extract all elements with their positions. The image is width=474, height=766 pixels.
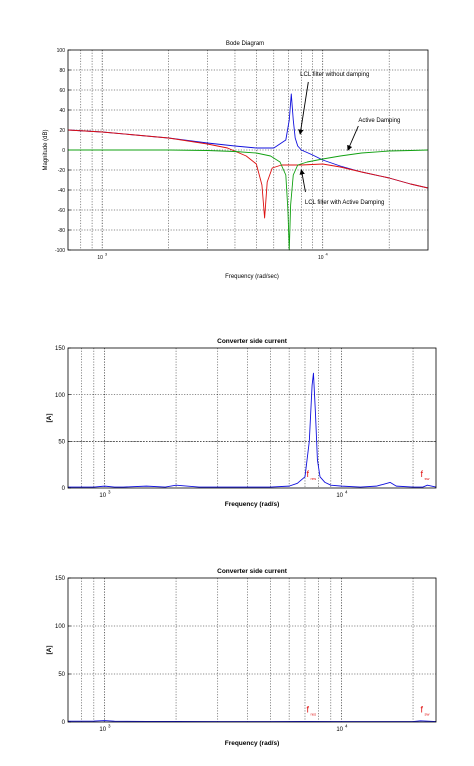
annotation-f-label: f <box>420 704 423 714</box>
bode-title: Bode Diagram <box>226 41 264 47</box>
y-tick-label: 50 <box>58 439 65 445</box>
x-tick-exponent: 4 <box>345 724 348 729</box>
y-tick-label: 50 <box>58 672 65 678</box>
current1-x-label: Frequency (rad/s) <box>225 501 280 508</box>
annotation-f-subscript: sw <box>425 476 430 481</box>
y-tick-label: 20 <box>59 128 65 134</box>
y-tick-label: -20 <box>58 168 65 174</box>
y-tick-label: 0 <box>62 486 66 492</box>
annotation-f-label: f <box>420 469 423 479</box>
current1-title: Converter side current <box>217 338 288 345</box>
current1-grid <box>68 348 436 488</box>
annotation-f-subscript: res <box>310 711 316 716</box>
annotation-f-label: f <box>306 469 309 479</box>
y-tick-label: 40 <box>59 108 65 114</box>
x-tick-label: 10 <box>318 255 324 261</box>
current1-plot-frame <box>67 347 437 489</box>
current2-y-label: [A] <box>46 645 53 654</box>
x-tick-label: 10 <box>99 727 106 733</box>
annotation-label: LCL filter with Active Damping <box>305 200 384 206</box>
series-line-0 <box>67 93 429 189</box>
x-tick-label: 10 <box>97 255 103 261</box>
current2-y-ticks: 0 50 100 150 <box>55 576 71 726</box>
x-tick-label: 10 <box>99 493 106 499</box>
y-tick-label: 80 <box>59 68 65 74</box>
bode-plot-frame <box>67 49 429 251</box>
annotation-arrow <box>347 125 359 151</box>
bode-y-ticks: -100 -80 -60 -40 -20 0 20 40 60 80 100 <box>55 48 71 254</box>
bode-grid <box>68 50 428 250</box>
y-tick-label: 150 <box>55 346 66 352</box>
annotation-f-subscript: sw <box>425 711 430 716</box>
y-tick-label: 60 <box>59 88 65 94</box>
bode-x-label: Frequency (rad/sec) <box>225 274 279 280</box>
current1-annotations: f res f sw <box>306 469 429 481</box>
annotation-f-subscript: res <box>310 476 316 481</box>
current2-series <box>67 720 437 722</box>
series-line-2 <box>68 149 429 251</box>
current2-x-label: Frequency (rad/s) <box>225 740 280 747</box>
x-tick-exponent: 4 <box>345 490 348 495</box>
current1-series <box>68 372 437 488</box>
bode-panel: Bode Diagram -100 -80 -60 -40 -20 0 20 40 60 80 10… <box>43 41 429 280</box>
y-tick-label: 100 <box>55 624 66 630</box>
x-tick-exponent: 3 <box>105 252 108 257</box>
series-line-0 <box>68 372 437 488</box>
y-tick-label: -40 <box>58 188 65 194</box>
annotation-f-label: f <box>306 704 309 714</box>
y-tick-label: 0 <box>62 148 65 154</box>
current1-y-label: [A] <box>46 413 53 422</box>
series-line-1 <box>67 129 429 219</box>
x-tick-exponent: 3 <box>108 724 111 729</box>
current2-grid <box>68 578 436 722</box>
annotation-label: Active Damping <box>358 118 400 124</box>
annotation-arrow <box>298 81 309 135</box>
y-tick-label: 150 <box>55 576 66 582</box>
bode-annotations: LCL filter without damping Active Damping… <box>298 72 400 206</box>
y-tick-label: 0 <box>62 720 66 726</box>
y-tick-label: 100 <box>55 393 66 399</box>
current2-plot-frame <box>67 577 437 723</box>
current2-annotations: f res f sw <box>306 704 429 716</box>
y-tick-label: -100 <box>55 248 65 254</box>
series-line-0 <box>67 720 437 722</box>
bode-y-label: Magnitude (dB) <box>43 129 49 170</box>
annotation-arrow <box>299 169 306 193</box>
x-tick-label: 10 <box>336 493 343 499</box>
x-tick-exponent: 3 <box>108 490 111 495</box>
y-tick-label: -60 <box>58 208 65 214</box>
annotation-label: LCL filter without damping <box>300 72 369 78</box>
current1-y-ticks: 0 50 100 150 <box>55 346 71 492</box>
y-tick-label: 100 <box>57 48 66 54</box>
x-tick-exponent: 4 <box>326 252 329 257</box>
current2-title: Converter side current <box>217 568 288 575</box>
x-tick-label: 10 <box>336 727 343 733</box>
y-tick-label: -80 <box>58 228 65 234</box>
bode-series <box>67 93 429 251</box>
